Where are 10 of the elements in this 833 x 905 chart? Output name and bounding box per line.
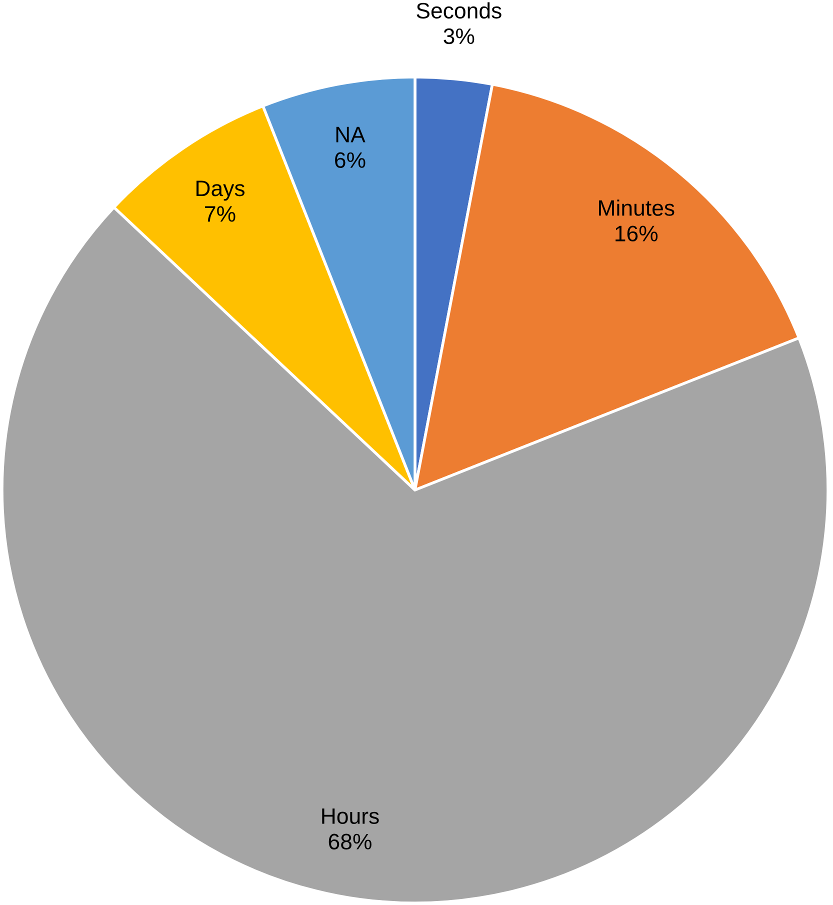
slice-label: Hours: [322, 808, 379, 824]
data-label: 16%: [616, 226, 658, 242]
slice-label: Days: [196, 180, 245, 201]
data-label: 7%: [205, 206, 236, 222]
slice-label: Minutes: [599, 200, 674, 216]
data-label: 3%: [444, 28, 474, 44]
slice-label: Seconds: [416, 2, 502, 19]
data-label: 68%: [328, 834, 372, 850]
slice-label: NA: [336, 126, 366, 142]
data-label: 6%: [335, 152, 366, 168]
